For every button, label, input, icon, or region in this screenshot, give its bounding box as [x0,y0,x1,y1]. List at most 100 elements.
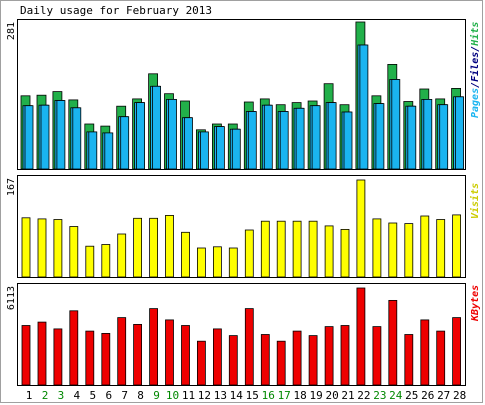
kbytes-bar [276,340,286,386]
visits-bar [356,179,366,278]
pages-bar [120,116,130,170]
legend-sep-1: / [470,82,481,88]
visits-ymax-label: 167 [6,178,17,196]
day-label: 20 [325,389,338,402]
visits-bar [196,247,206,278]
visits-bar [212,246,222,278]
chart-title: Daily usage for February 2013 [20,4,213,17]
pages-bar [40,104,50,170]
pages-bar [88,131,98,170]
kbytes-bar [181,325,190,386]
visits-bar [308,220,318,278]
kbytes-bar [196,340,206,386]
pages-bar [311,105,321,170]
kbytes-bar [292,330,302,386]
day-label: 2 [42,389,49,402]
pages-bar [184,117,193,170]
kbytes-bar [308,335,318,386]
pages-bar [263,104,273,170]
pages-bar [104,132,114,170]
pages-bar [72,107,82,170]
pages-bar [295,107,305,170]
kbytes-bar [388,299,398,386]
visits-bar [37,218,47,278]
kbytes-ymax-label: 6113 [6,286,17,310]
visits-bar [276,220,286,278]
visits-bar [21,217,31,278]
kbytes-bar [436,330,446,386]
kbytes-bar [37,321,47,386]
day-label: 6 [105,389,112,402]
day-label: 17 [278,389,291,402]
kbytes-panel [17,283,466,386]
kbytes-bar [420,319,430,386]
day-label: 21 [341,389,354,402]
visits-bar [372,218,382,278]
visits-bar [292,220,302,278]
visits-bar [165,214,174,278]
legend-pages: Pages [470,88,481,118]
visits-panel [17,175,466,278]
legend-files: Files [469,52,481,82]
day-label: 1 [26,389,33,402]
kbytes-bar [101,332,111,386]
visits-bar [260,220,270,278]
pages-bar [375,103,385,170]
visits-bar [228,247,238,278]
pages-bar [247,111,257,170]
pages-bar [231,128,241,170]
visits-bar [452,214,462,278]
kbytes-bar [452,317,462,386]
day-label: 23 [373,389,386,402]
pages-bar [136,102,146,170]
day-label: 8 [137,389,144,402]
pages-bar [455,96,465,170]
visits-bar [53,219,63,278]
day-label: 28 [453,389,466,402]
legend-kbytes: KBytes [470,285,481,322]
hits-ymax-label: 281 [6,22,17,40]
day-label: 19 [309,389,322,402]
kbytes-bar [53,328,63,386]
legend-hits: Hits [469,22,481,47]
day-label: 14 [230,389,244,402]
kbytes-bar [244,308,254,386]
kbytes-bar [165,319,174,386]
kbytes-bar [85,330,95,386]
day-label: 5 [89,389,96,402]
visits-bar [101,244,111,278]
visits-bar [117,233,127,278]
visits-bar [133,217,143,278]
visits-bar [324,225,334,278]
day-label: 26 [421,389,434,402]
pages-bar [327,102,337,170]
pages-bar [56,100,66,170]
day-label: 7 [121,389,128,402]
pages-bar [24,105,34,170]
day-label: 16 [262,389,275,402]
kbytes-bar [117,317,127,386]
day-labels: 1 2 3 4 5 6 7 8 9 10 11 12 13 14 15 16 17 18 19 20 21 22 23 24 2… [26,389,467,402]
visits-bar [340,228,350,278]
kbytes-bar [356,287,366,386]
kbytes-bar [69,310,79,386]
day-label: 9 [153,389,160,402]
day-label: 3 [58,389,65,402]
kbytes-bar [404,334,414,386]
kbytes-bar [324,326,334,386]
pages-bar [439,104,449,170]
day-label: 11 [182,389,195,402]
kbytes-bar [260,334,270,386]
kbytes-bar [133,323,143,386]
day-label: 15 [246,389,259,402]
kbytes-bar [228,335,238,386]
legend-sep-2: / [470,46,481,52]
day-label: 18 [293,389,306,402]
kbytes-bar [21,325,31,386]
pages-bar [423,99,433,170]
kbytes-bar [212,328,222,386]
day-label: 13 [214,389,227,402]
hits-bars [20,21,465,170]
